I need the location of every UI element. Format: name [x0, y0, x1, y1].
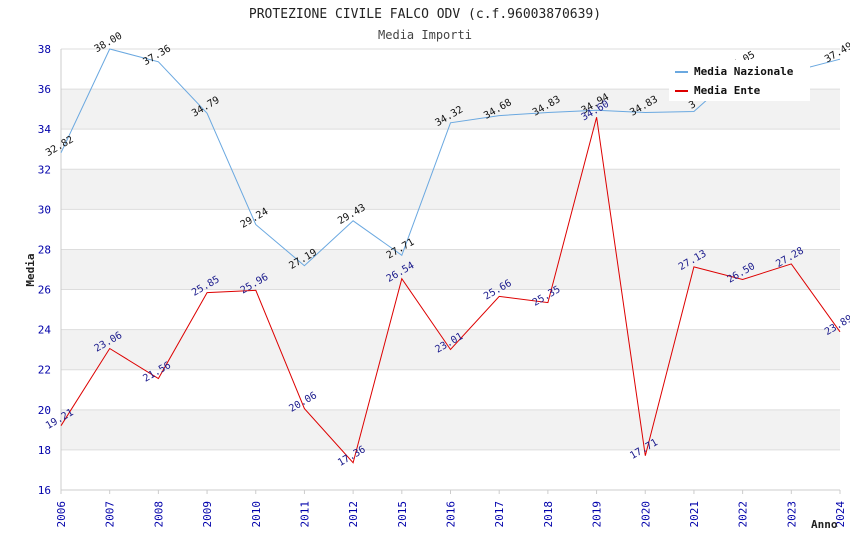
legend-label-media-nazionale: Media Nazionale	[694, 65, 794, 78]
x-tick-label: 2021	[688, 501, 701, 528]
y-tick-label: 36	[38, 83, 51, 96]
x-tick-label: 2020	[639, 501, 652, 528]
y-tick-labels: 16 18 20 22 24 26 28 30 32 34 36 38	[38, 43, 52, 497]
x-tick-label: 2006	[55, 501, 68, 528]
y-tick-label: 20	[38, 404, 51, 417]
x-tick-label: 2018	[542, 501, 555, 528]
x-tick-label: 2011	[298, 501, 311, 528]
data-label: 3	[687, 99, 698, 112]
y-tick-label: 18	[38, 444, 51, 457]
y-axis-label: Media	[24, 253, 37, 286]
y-tick-label: 16	[38, 484, 51, 497]
x-tick-label: 2008	[152, 501, 165, 528]
x-tick-label: 2016	[445, 501, 458, 528]
y-tick-label: 34	[38, 123, 52, 136]
x-tick-label: 2012	[347, 501, 360, 528]
x-tick-label: 2015	[396, 501, 409, 528]
chart-subtitle: Media Importi	[378, 28, 472, 42]
legend-label-media-ente: Media Ente	[694, 84, 761, 97]
chart-title: PROTEZIONE CIVILE FALCO ODV (c.f.9600387…	[249, 7, 601, 22]
x-tick-label: 2009	[201, 501, 214, 528]
x-axis-label: Anno	[811, 518, 838, 531]
legend: Media Nazionale Media Ente	[669, 60, 810, 101]
y-tick-label: 22	[38, 364, 51, 377]
grid-lines	[61, 48, 840, 491]
data-label: 37.36	[141, 43, 173, 68]
x-tick-label: 2019	[591, 501, 604, 528]
grid-band-18	[61, 409, 840, 450]
x-tick-label: 2010	[250, 501, 263, 528]
grid-bands	[61, 89, 840, 450]
y-tick-label: 28	[38, 243, 51, 256]
grid-band-26	[61, 249, 840, 290]
y-tick-label: 26	[38, 284, 51, 297]
y-tick-label: 38	[38, 43, 51, 56]
x-tick-labels: 2006 2007 2008 2009 2010 2011 2012 2015 2016 2017…	[55, 490, 847, 528]
data-label: 37.49	[823, 41, 850, 66]
series-line-media-ente	[60, 117, 841, 464]
data-label: 32.82	[44, 134, 76, 159]
y-tick-label: 32	[38, 163, 51, 176]
x-tick-label: 2024	[834, 501, 847, 528]
y-tick-label: 24	[38, 324, 52, 337]
x-tick-label: 2022	[737, 501, 750, 528]
x-tick-label: 2017	[493, 501, 506, 528]
grid-band-30	[61, 169, 840, 210]
x-tick-label: 2023	[785, 501, 798, 528]
y-tick-label: 30	[38, 203, 51, 216]
x-tick-label: 2007	[104, 501, 117, 528]
legend-box	[669, 60, 810, 101]
